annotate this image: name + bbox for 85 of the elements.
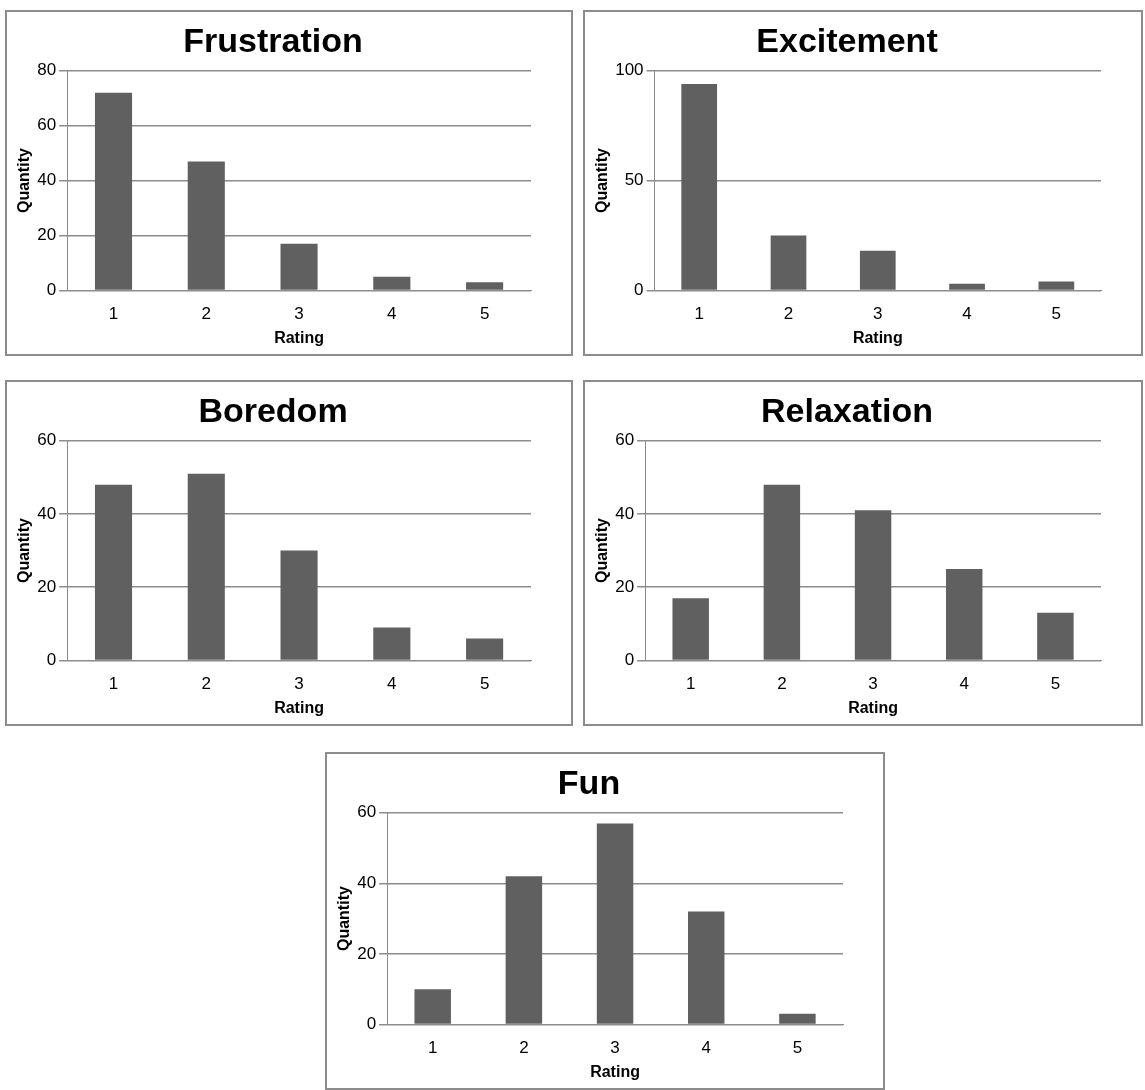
bar <box>466 282 504 290</box>
chart-title: Fun <box>557 762 621 801</box>
bar <box>672 598 709 660</box>
y-tick-label: 20 <box>615 576 635 596</box>
x-tick-label: 4 <box>962 304 972 324</box>
y-tick-label: 60 <box>615 430 635 450</box>
x-axis-title: Rating <box>590 1062 640 1080</box>
x-tick-label: 2 <box>783 304 794 324</box>
x-tick-label: 5 <box>479 304 490 324</box>
x-tick-label: 2 <box>201 674 212 694</box>
y-tick-label: 100 <box>615 60 644 80</box>
y-tick-label: 0 <box>46 280 57 300</box>
y-tick-label: 20 <box>37 576 57 596</box>
x-tick-label: 3 <box>873 304 883 324</box>
chart-title: Excitement <box>756 20 938 59</box>
bar <box>596 823 634 1024</box>
x-tick-label: 5 <box>1050 674 1061 694</box>
x-tick-label: 2 <box>201 304 212 324</box>
y-tick-label: 40 <box>37 503 57 523</box>
bar <box>763 484 801 660</box>
x-tick-label: 5 <box>792 1038 803 1058</box>
y-tick-label: 40 <box>37 170 57 190</box>
bar <box>414 989 451 1024</box>
y-axis-title: Quantity <box>593 518 611 584</box>
bar <box>505 876 543 1024</box>
y-tick-label: 80 <box>37 60 57 80</box>
x-tick-label: 4 <box>387 674 397 694</box>
y-tick-label: 0 <box>366 1014 377 1034</box>
bar <box>854 510 892 660</box>
y-tick-label: 20 <box>37 225 57 245</box>
chart-title: Frustration <box>183 20 363 59</box>
x-tick-label: 3 <box>868 674 878 694</box>
x-tick-label: 3 <box>294 674 304 694</box>
x-tick-label: 2 <box>519 1038 529 1058</box>
bar <box>949 283 985 290</box>
x-axis-title: Rating <box>848 698 898 716</box>
x-tick-label: 1 <box>108 674 119 694</box>
bar <box>94 92 133 290</box>
bar <box>94 484 133 660</box>
bar <box>187 161 225 290</box>
y-axis-title: Quantity <box>15 148 33 214</box>
x-tick-label: 1 <box>685 674 696 694</box>
bar <box>770 235 807 290</box>
chart-title: Boredom <box>198 390 348 429</box>
bar <box>681 83 718 290</box>
y-axis-title: Quantity <box>593 148 611 214</box>
bar <box>779 1013 816 1024</box>
bar <box>1037 612 1074 660</box>
y-tick-label: 40 <box>357 873 377 893</box>
x-tick-label: 1 <box>427 1038 438 1058</box>
y-tick-label: 20 <box>357 943 377 963</box>
bar <box>466 638 504 660</box>
bar <box>187 473 225 660</box>
y-tick-label: 40 <box>615 503 635 523</box>
x-tick-label: 1 <box>108 304 119 324</box>
y-axis-title: Quantity <box>335 886 353 952</box>
x-axis-title: Rating <box>274 328 324 346</box>
y-tick-label: 50 <box>624 170 644 190</box>
y-tick-label: 0 <box>624 650 635 670</box>
bar <box>280 550 318 660</box>
y-tick-label: 60 <box>357 802 377 822</box>
x-tick-label: 1 <box>694 304 704 324</box>
x-tick-label: 5 <box>1051 304 1062 324</box>
y-tick-label: 0 <box>634 280 644 300</box>
x-tick-label: 4 <box>701 1038 711 1058</box>
bar <box>373 276 411 290</box>
x-tick-label: 4 <box>959 674 969 694</box>
y-tick-label: 60 <box>37 430 57 450</box>
x-tick-label: 3 <box>294 304 304 324</box>
y-tick-label: 0 <box>46 650 57 670</box>
x-tick-label: 5 <box>479 674 490 694</box>
x-axis-title: Rating <box>274 698 324 716</box>
bar <box>859 250 896 290</box>
bar <box>1038 281 1075 290</box>
chart-title: Relaxation <box>761 390 933 429</box>
x-axis-title: Rating <box>852 328 903 346</box>
y-axis-title: Quantity <box>15 518 33 584</box>
bar <box>688 911 725 1024</box>
y-tick-label: 60 <box>37 115 57 135</box>
x-tick-label: 3 <box>610 1038 620 1058</box>
x-tick-label: 4 <box>387 304 397 324</box>
bar <box>280 243 318 290</box>
bar <box>373 627 411 660</box>
bar <box>946 568 983 660</box>
x-tick-label: 2 <box>777 674 787 694</box>
